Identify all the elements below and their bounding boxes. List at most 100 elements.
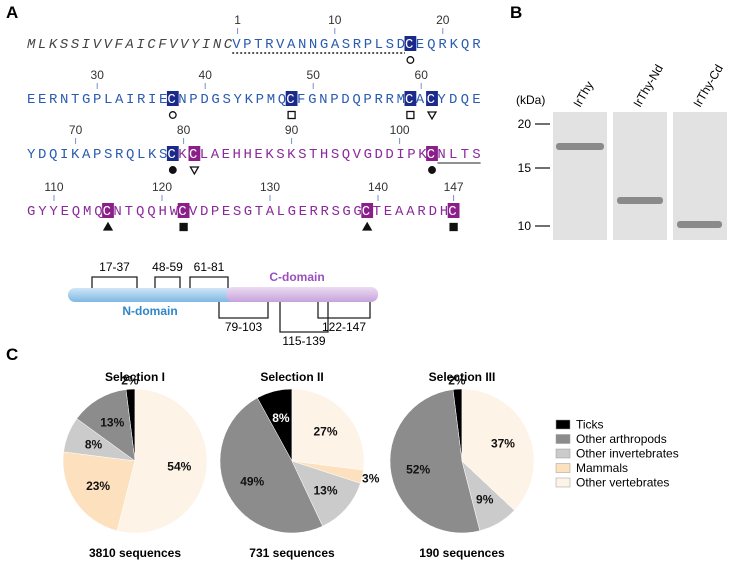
symbol [426,111,438,121]
residue-number: 90 [285,123,299,137]
sequence-segment: C [427,92,435,108]
sequence-segment: NLTS [437,147,480,163]
sequence-segment: NPDGSYKPMQ [178,92,286,108]
cysteine-box [285,91,298,106]
sequence-segment: FGNPDQPRRM [297,92,405,108]
residue-number: 120 [152,180,172,194]
sequence-segment: EQRKQR [416,37,481,53]
sequence-segment: C [167,92,175,108]
sequence-segment: TEAARDH [373,204,449,220]
value-label: 37% [491,436,515,450]
bond-label: 122-147 [322,320,366,334]
pie-slice [76,389,136,462]
symbol [179,222,188,232]
cysteine-box [188,146,201,161]
domain-label: N-domain [122,304,177,318]
sequence-segment: YDQE [437,92,480,108]
sequence-segment: LAEHHEKSKSTHSQVGDDIPK [200,147,427,163]
chart-title: Selection I [105,370,165,384]
residue-number: 140 [368,180,388,194]
n-domain-bar [68,288,244,302]
sequence-segment: C [405,92,413,108]
residue-number: 1 [234,13,241,27]
legend-swatch [555,463,571,473]
sequence-segment: NTQQHW [113,204,178,220]
value-label: 2% [448,374,466,388]
cysteine-box [166,146,179,161]
value-label: 54% [167,460,191,474]
pie-slice [62,451,136,532]
legend-label: Ticks [576,418,604,432]
gel-lane [613,112,667,240]
disulfide-bracket [218,302,269,319]
sequence-segment: K [178,147,187,163]
residue-number: 20 [436,13,450,27]
sequence-segment: EERNTGPLAIRIE [27,92,167,108]
value-label: 49% [240,474,264,488]
residue-number: 40 [199,68,213,82]
pie-slice [116,388,208,534]
cysteine-box [447,203,460,218]
cysteine-box [177,203,190,218]
sequence-segment: MLKSSIVVFAICFVVYINC [27,37,233,53]
sequence-segment: C [405,37,413,53]
sequence-segment: YDQIKAPSRQLKS [27,147,167,163]
cysteine-box [426,146,438,161]
bond-label: 61-81 [194,260,225,274]
legend-label: Other invertebrates [576,447,679,461]
c-domain-bar [226,287,378,302]
lane-label: IrThy-Cd [690,62,725,109]
legend-swatch [555,434,571,444]
value-label: 27% [313,424,337,438]
value-label: 8% [85,438,103,452]
bond-label: 79-103 [225,320,263,334]
domain-label: C-domain [269,270,324,284]
chart-footer: 190 sequences [419,546,505,560]
band [556,143,604,150]
marker-label: 20 [518,117,532,131]
residue-number: 30 [91,68,105,82]
disulfide-bracket [154,276,181,288]
cysteine-box [404,36,417,51]
value-label: 2% [121,374,139,388]
symbol [406,56,415,64]
cysteine-box [426,91,438,106]
pie-slice [461,388,535,511]
gel-lane [553,112,607,240]
marker-label: 10 [518,219,532,233]
sequence-segment: C [189,147,197,163]
value-label: 52% [406,462,430,476]
panel-label: B [510,3,522,22]
pie-slice [291,460,361,527]
residue-number: 70 [69,123,83,137]
lane-label: IrThy-Nd [630,62,665,109]
chart-footer: 3810 sequences [89,546,181,560]
symbol [406,110,415,120]
value-label: 3% [362,472,380,486]
pie-slice [219,397,323,534]
disulfide-bracket [91,276,138,288]
gel-lane [673,112,727,240]
unit-label: (kDa) [516,93,545,107]
sequence-segment: C [448,204,456,220]
residue-number: 10 [328,13,342,27]
symbol [362,221,373,231]
value-label: 23% [86,479,110,493]
value-label: 13% [100,416,124,430]
legend-label: Mammals [576,461,628,475]
chart-title: Selection II [260,370,323,384]
symbol [102,221,114,231]
sequence-segment: C [286,92,294,108]
value-label: 13% [313,484,337,498]
sequence-segment: C [167,147,175,163]
bond-label: 17-37 [99,260,130,274]
legend-swatch [555,448,571,459]
band [617,197,663,204]
disulfide-bracket [317,302,371,319]
legend-swatch [555,419,571,430]
residue-number: 60 [415,68,429,82]
panel-label: C [6,345,18,364]
sequence-segment: C [362,204,370,220]
symbol [428,166,436,174]
